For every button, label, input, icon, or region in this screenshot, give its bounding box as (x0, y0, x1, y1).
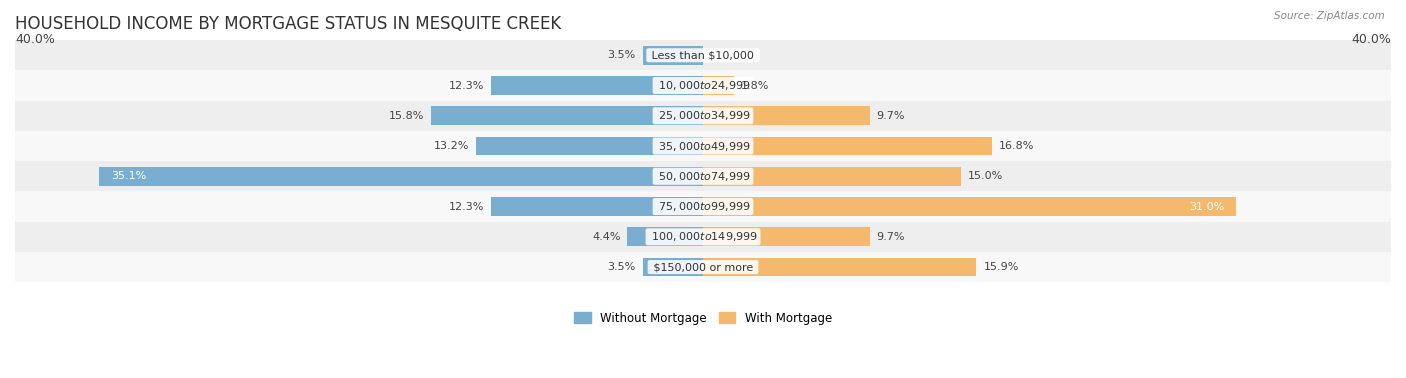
Text: $50,000 to $74,999: $50,000 to $74,999 (655, 170, 751, 183)
Text: 40.0%: 40.0% (1351, 34, 1391, 46)
Bar (15, 161, 1391, 191)
Bar (643, 46, 703, 65)
Text: $75,000 to $99,999: $75,000 to $99,999 (655, 200, 751, 213)
Bar (703, 197, 1236, 216)
Text: 31.0%: 31.0% (1189, 201, 1225, 212)
Text: $10,000 to $24,999: $10,000 to $24,999 (655, 79, 751, 92)
Bar (15, 222, 1391, 252)
Text: 9.7%: 9.7% (877, 232, 905, 242)
Bar (703, 258, 977, 276)
Text: 35.1%: 35.1% (111, 171, 146, 181)
Text: 9.7%: 9.7% (877, 111, 905, 121)
Text: 40.0%: 40.0% (15, 34, 55, 46)
Bar (492, 76, 703, 95)
Bar (627, 228, 703, 246)
Bar (15, 252, 1391, 282)
Legend: Without Mortgage, With Mortgage: Without Mortgage, With Mortgage (569, 307, 837, 330)
Bar (477, 136, 703, 155)
Bar (703, 136, 993, 155)
Bar (703, 167, 960, 186)
Bar (15, 101, 1391, 131)
Bar (15, 40, 1391, 70)
Text: 1.8%: 1.8% (741, 81, 769, 90)
Text: 3.5%: 3.5% (607, 50, 636, 60)
Text: HOUSEHOLD INCOME BY MORTGAGE STATUS IN MESQUITE CREEK: HOUSEHOLD INCOME BY MORTGAGE STATUS IN M… (15, 15, 561, 33)
Text: $35,000 to $49,999: $35,000 to $49,999 (655, 139, 751, 152)
Text: Source: ZipAtlas.com: Source: ZipAtlas.com (1274, 11, 1385, 21)
Text: 16.8%: 16.8% (998, 141, 1035, 151)
Bar (15, 70, 1391, 101)
Bar (15, 191, 1391, 222)
Text: $100,000 to $149,999: $100,000 to $149,999 (648, 230, 758, 243)
Text: 15.8%: 15.8% (389, 111, 425, 121)
Bar (703, 76, 734, 95)
Text: 4.4%: 4.4% (592, 232, 620, 242)
Text: Less than $10,000: Less than $10,000 (648, 50, 758, 60)
Text: 12.3%: 12.3% (449, 81, 485, 90)
Bar (15, 131, 1391, 161)
Bar (492, 197, 703, 216)
Bar (100, 167, 703, 186)
Text: 12.3%: 12.3% (449, 201, 485, 212)
Bar (703, 228, 870, 246)
Text: $150,000 or more: $150,000 or more (650, 262, 756, 272)
Text: 3.5%: 3.5% (607, 262, 636, 272)
Text: 13.2%: 13.2% (433, 141, 470, 151)
Bar (432, 106, 703, 125)
Bar (643, 258, 703, 276)
Text: 15.9%: 15.9% (983, 262, 1019, 272)
Bar (703, 106, 870, 125)
Text: 15.0%: 15.0% (967, 171, 1002, 181)
Text: $25,000 to $34,999: $25,000 to $34,999 (655, 109, 751, 122)
